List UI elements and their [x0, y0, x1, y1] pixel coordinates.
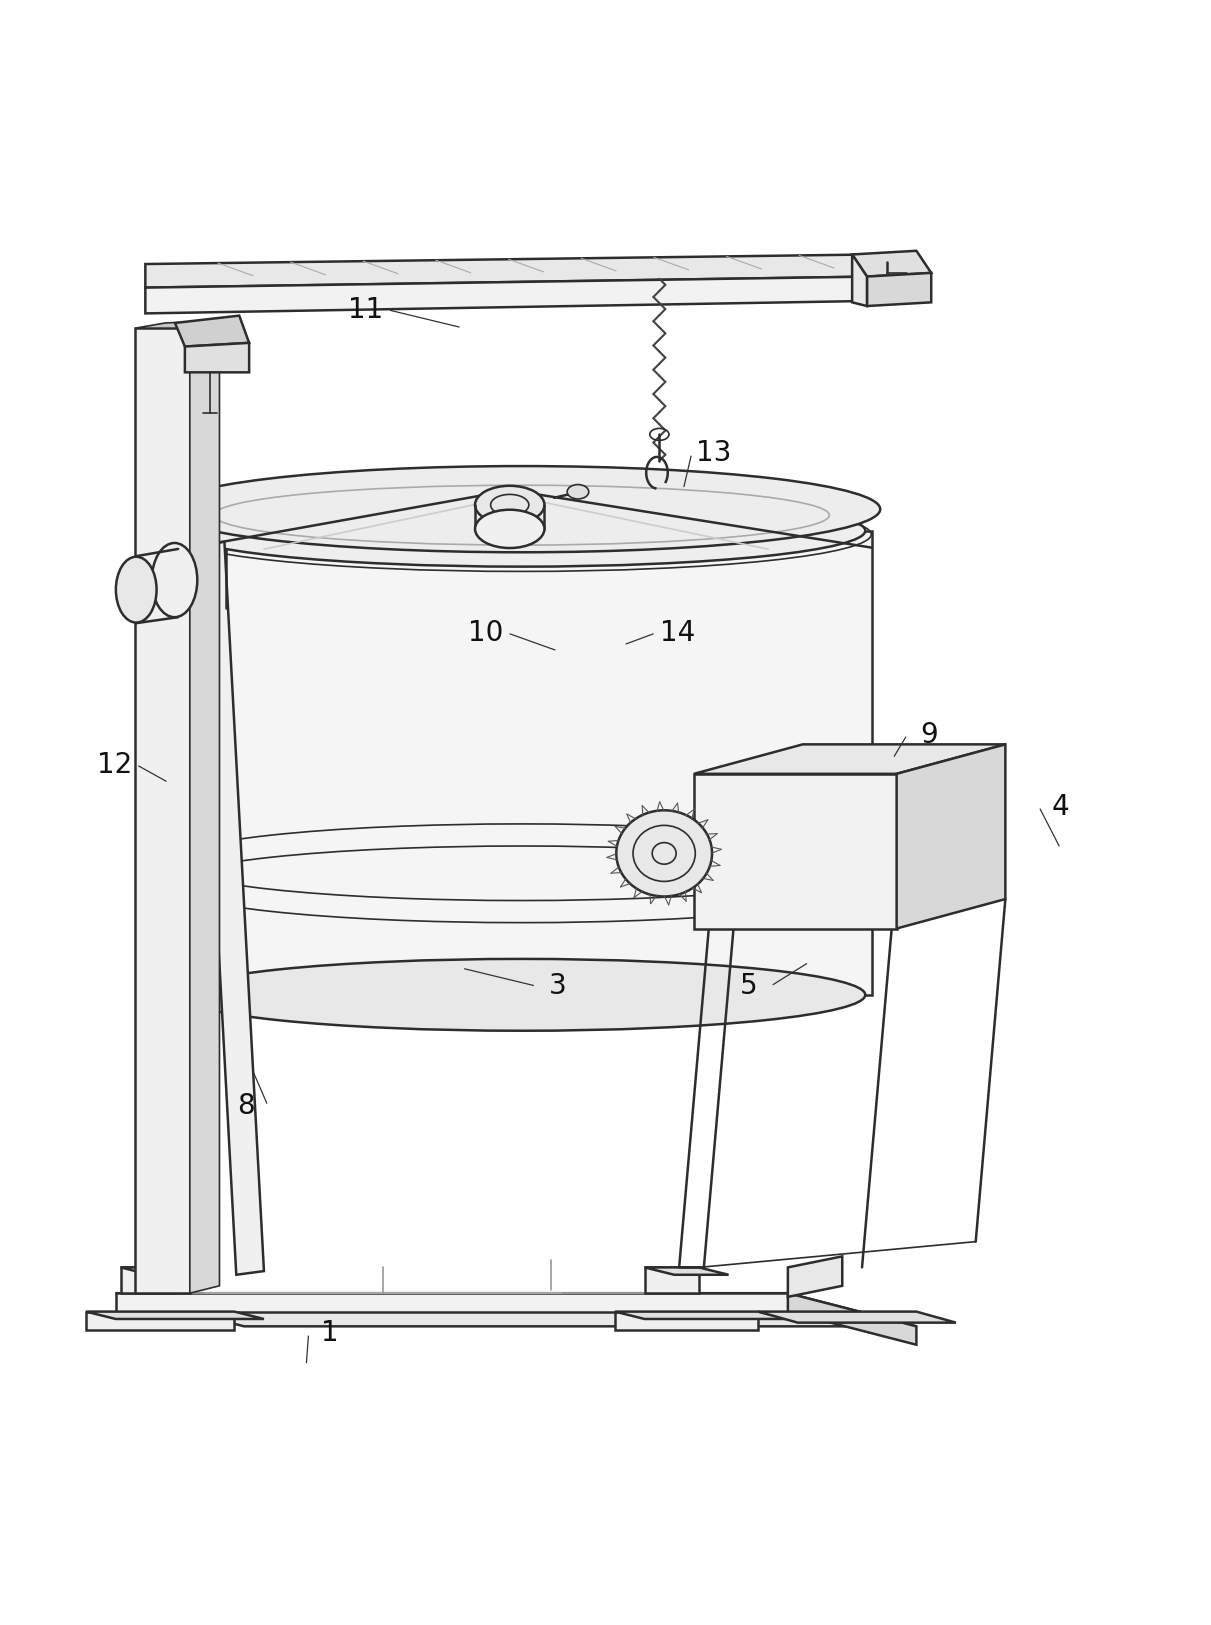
- Polygon shape: [867, 273, 931, 306]
- Text: 1: 1: [321, 1320, 339, 1347]
- Ellipse shape: [163, 466, 880, 552]
- Polygon shape: [788, 1294, 917, 1345]
- Polygon shape: [190, 320, 219, 1294]
- Ellipse shape: [616, 811, 712, 897]
- Polygon shape: [86, 1311, 264, 1320]
- Polygon shape: [644, 1268, 699, 1294]
- Polygon shape: [853, 255, 867, 306]
- Polygon shape: [185, 343, 249, 372]
- Polygon shape: [136, 320, 219, 328]
- Polygon shape: [615, 1311, 758, 1329]
- Polygon shape: [694, 774, 896, 928]
- Ellipse shape: [116, 557, 156, 622]
- Polygon shape: [615, 1311, 788, 1320]
- Text: 3: 3: [549, 972, 567, 999]
- Polygon shape: [176, 315, 249, 346]
- Ellipse shape: [475, 486, 545, 525]
- Polygon shape: [136, 328, 190, 1294]
- Text: 11: 11: [349, 296, 384, 323]
- Polygon shape: [145, 276, 872, 314]
- Polygon shape: [116, 1294, 788, 1311]
- Polygon shape: [121, 1268, 176, 1294]
- Polygon shape: [116, 1294, 917, 1326]
- Ellipse shape: [151, 543, 197, 618]
- Text: 12: 12: [97, 751, 132, 778]
- Polygon shape: [788, 1256, 843, 1297]
- Polygon shape: [190, 531, 872, 994]
- Polygon shape: [86, 1311, 234, 1329]
- Polygon shape: [896, 744, 1005, 928]
- Ellipse shape: [475, 510, 545, 548]
- Polygon shape: [644, 1268, 729, 1274]
- Text: 10: 10: [469, 619, 504, 647]
- Polygon shape: [145, 255, 872, 288]
- Text: 13: 13: [695, 439, 731, 468]
- Polygon shape: [758, 1311, 955, 1323]
- Text: 5: 5: [740, 972, 758, 999]
- Polygon shape: [853, 250, 931, 276]
- Text: 14: 14: [660, 619, 695, 647]
- Ellipse shape: [178, 494, 866, 567]
- Ellipse shape: [567, 484, 589, 499]
- Text: 4: 4: [1051, 793, 1069, 821]
- Text: 9: 9: [920, 722, 937, 749]
- Text: 8: 8: [237, 1092, 256, 1120]
- Ellipse shape: [178, 959, 866, 1030]
- Polygon shape: [694, 744, 1005, 773]
- Polygon shape: [121, 1268, 205, 1274]
- Polygon shape: [196, 541, 264, 1274]
